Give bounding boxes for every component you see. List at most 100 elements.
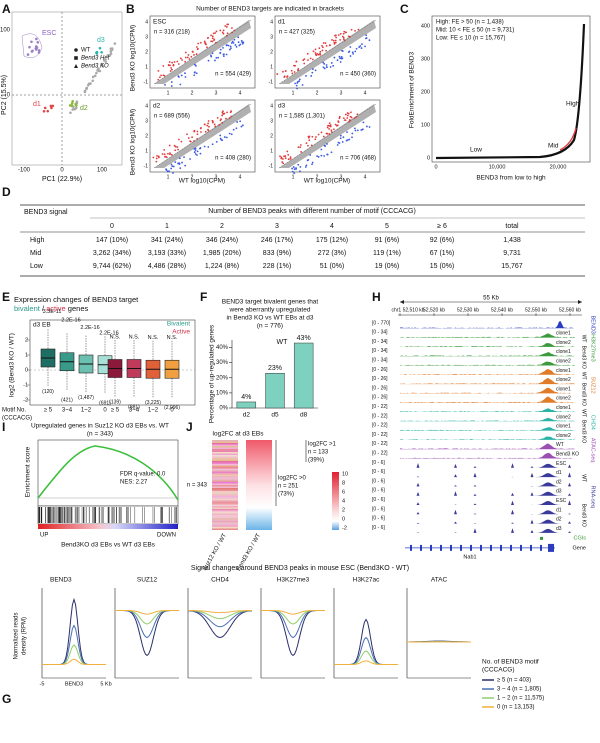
label: clone1 [556,331,571,337]
up-gene [297,67,300,70]
up-gene [334,34,336,37]
up-gene [279,155,281,158]
pca-point [72,107,75,111]
heat-cell [212,488,238,490]
pca-point [100,50,103,54]
label: Bend3KO d3 EBs vs WT d3 EBs [61,542,156,549]
exon [490,544,492,551]
heat-cell [212,465,238,467]
down-gene [314,69,317,72]
label: CHD4 [590,415,596,430]
heat-cell [212,486,238,488]
label: 1 [292,90,295,96]
down-gene [179,83,182,86]
down-gene [234,44,237,46]
down-gene [299,170,301,173]
down-gene [183,156,185,159]
heat-cell [212,452,238,454]
pca-point [85,87,88,91]
up-gene [332,39,335,42]
label: (CCCACG) [2,416,32,422]
label: 0 [342,516,345,522]
pca-point [71,100,74,103]
label: -1 [269,79,274,85]
down-gene [165,169,168,172]
down-gene [337,141,340,144]
up-gene [346,114,349,117]
down-gene [178,157,181,160]
label: 119 (1%) [373,250,401,257]
label: [0 - 6] [372,525,385,531]
up-gene [299,144,302,146]
down-gene [236,121,239,123]
down-gene [230,47,232,50]
label: d3 [278,103,286,110]
label: 1 [25,352,28,358]
up-gene [312,50,315,53]
up-gene [160,74,163,77]
legend-label: 0 (n = 13,153) [497,705,535,711]
label: d2 [556,517,562,523]
label: 52,530 kb [457,307,479,313]
up-gene [311,135,314,138]
label: [0 - 6] [372,506,385,512]
up-gene [319,50,322,53]
exon [520,544,522,551]
up-gene [170,153,173,156]
legend-symbol [74,48,78,52]
down-gene [222,46,224,49]
label: (39%) [308,458,324,464]
heat-cell [212,500,238,502]
label: -5 [40,681,45,687]
fe-curve [435,23,586,160]
signal-track [400,491,575,496]
chart-title: were aberrantly upregulated [229,307,311,314]
subtitle-part: bivalent [14,304,41,313]
up-gene [199,41,202,44]
label: 67 (1%) [430,250,455,257]
label: [0 - 26] [372,367,388,373]
heat-cell [212,504,238,506]
heat-cell [212,474,238,476]
up-gene [344,113,347,116]
down-gene [324,145,327,148]
up-gene [345,31,348,34]
label: 9,731 [503,250,521,257]
up-gene [284,157,287,160]
label: Normalized reads [14,612,20,659]
down-gene [336,144,339,146]
signal-track [400,408,575,412]
down-gene [170,85,173,87]
label: [0 - 6] [372,497,385,503]
up-gene [282,70,284,73]
label: [0 - 6] [372,478,385,484]
x-tick-label: d5 [271,412,279,419]
down-gene [320,148,323,151]
up-gene [321,49,324,52]
label: 2 [342,507,345,513]
down-gene [339,61,342,63]
profile-line [187,610,253,620]
up-gene [167,152,169,155]
up-gene [197,42,200,45]
down-gene [360,129,363,131]
label: Number of BEND3 peaks with different num… [208,208,416,215]
up-gene [168,61,171,63]
down-gene [229,45,232,48]
down-gene [312,68,314,70]
subtitle-part: / [40,304,46,313]
label: 4 [239,174,242,180]
up-gene [324,42,327,45]
down-gene [194,147,197,150]
label: Bend3 KO [581,346,587,369]
label: H3K27me3 [277,577,310,584]
up-gene [187,137,190,139]
up-gene [184,51,187,54]
up-gene [230,110,233,113]
heat-cell [212,483,238,485]
pca-point [102,59,106,62]
up-gene [213,123,216,126]
label: ESC [153,19,167,26]
subtitle-part: active [46,304,66,313]
subtitle-part: genes [66,304,89,313]
